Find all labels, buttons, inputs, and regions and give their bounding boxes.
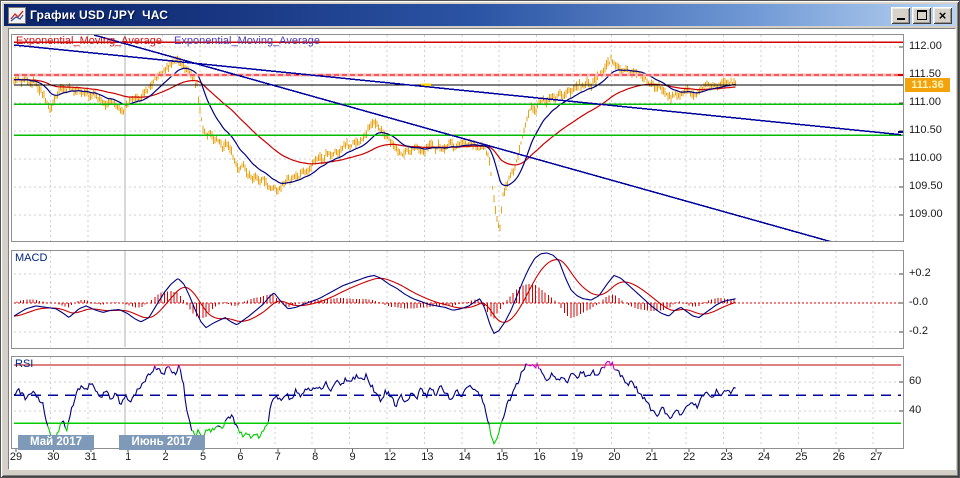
price-axis-label: 111.00 [909,96,942,108]
price-axis-label: 112.00 [909,40,942,52]
date-label: 24 [757,451,771,463]
date-label: 29 [9,451,23,463]
chart-icon [8,6,26,24]
minimize-button[interactable] [891,6,910,24]
price-axis-label: 110.50 [909,124,942,136]
price-axis-label: 111.50 [909,68,942,80]
date-label: 30 [47,451,60,463]
minimize-icon [896,18,905,20]
date-label: 26 [832,451,845,463]
close-button[interactable]: × [933,6,952,24]
date-label: 9 [349,451,356,463]
date-label: 22 [683,451,696,463]
date-label: 7 [274,451,281,463]
price-axis-label: 109.50 [909,180,943,192]
macd-axis-label: -0.2 [909,325,928,337]
month-badge-may: Май 2017 [18,435,94,450]
date-label: 6 [237,451,244,463]
date-label: 5 [199,451,207,463]
month-badge-june: Июнь 2017 [119,435,205,450]
date-label: 8 [312,451,319,463]
window-controls: × [891,6,954,24]
date-label: 13 [421,451,434,463]
rsi-panel[interactable] [11,356,904,449]
date-label: 1 [125,451,132,463]
date-label: 16 [533,451,546,463]
price-axis-label: 110.00 [909,152,942,164]
rsi-axis-label: 40 [909,404,922,416]
date-label: 21 [645,451,658,463]
date-label: 2 [162,451,169,463]
date-label: 25 [795,451,808,463]
date-label: 15 [496,451,509,463]
maximize-icon [916,10,927,20]
window-title: График USD /JPY ЧАС [30,8,169,22]
title-bar[interactable]: График USD /JPY ЧАС × [4,4,956,26]
price-panel[interactable] [11,34,904,242]
macd-axis-label: +0.2 [909,267,931,279]
maximize-button[interactable] [912,6,931,24]
macd-panel-label: MACD [15,252,48,264]
price-axis-label: 109.00 [909,208,943,220]
rsi-axis-label: 60 [909,375,922,387]
rsi-panel-label: RSI [15,358,34,370]
date-label: 27 [870,451,883,463]
macd-axis-label: -0.0 [909,296,928,308]
macd-panel[interactable] [11,250,904,349]
date-label: 19 [570,451,584,463]
date-label: 23 [720,451,733,463]
date-label: 31 [84,451,97,463]
date-label: 20 [608,451,621,463]
date-label: 12 [383,451,397,463]
close-icon: × [938,7,947,23]
date-label: 14 [458,451,471,463]
current-price-tag: 111.36 [905,78,950,92]
ema-label-1: Exponential_Moving_Average [16,35,162,47]
ema-label-2: Exponential_Moving_Average [174,35,320,47]
